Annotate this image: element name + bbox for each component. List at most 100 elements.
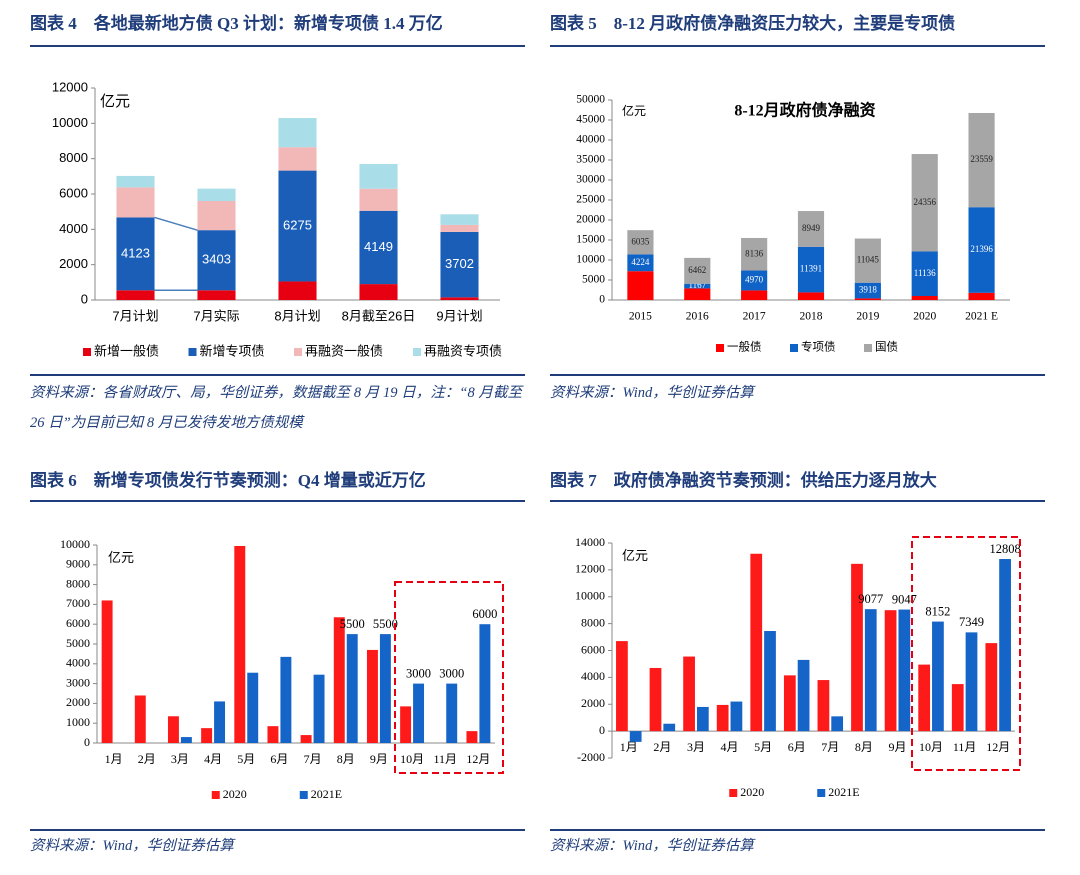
y-tick-label: 6000: [59, 185, 88, 200]
y-tick-label: 5000: [582, 274, 605, 286]
value-label: 9047: [892, 592, 917, 606]
y-tick-label: 8000: [59, 150, 88, 165]
bar-segment: [440, 224, 479, 232]
legend-swatch: [729, 789, 738, 797]
x-tick-label: 7月: [821, 740, 839, 754]
bar: [267, 726, 279, 743]
value-label: 3000: [439, 666, 464, 680]
bar-segment: [854, 282, 881, 299]
bar: [247, 672, 259, 743]
x-tick-label: 12月: [986, 740, 1010, 754]
y-tick-label: 0: [599, 294, 605, 306]
bar: [466, 731, 478, 743]
bar: [918, 664, 931, 732]
bar: [300, 735, 312, 743]
bar-segment: [278, 147, 317, 171]
bar: [999, 559, 1011, 732]
bar-segment: [911, 154, 938, 252]
x-tick-label: 10月: [919, 740, 943, 754]
bar: [313, 674, 325, 743]
rule: [550, 500, 1045, 502]
y-tick-label: 0: [84, 735, 90, 749]
y-tick-label: 25000: [576, 194, 605, 206]
legend-swatch: [299, 791, 308, 799]
y-tick-label: 3000: [66, 675, 90, 689]
value-label: 8136: [745, 248, 764, 258]
x-tick-label: 12月: [466, 752, 490, 766]
value-label: 6035: [631, 236, 650, 246]
y-tick-label: 4000: [581, 669, 605, 683]
legend-swatch: [864, 344, 872, 352]
x-tick-label: 7月: [304, 752, 322, 766]
x-tick-label: 3月: [687, 740, 705, 754]
value-label: 6462: [688, 265, 706, 275]
legend-label: 再融资专项债: [424, 343, 502, 358]
y-tick-label: 2000: [59, 256, 88, 271]
rule: [30, 45, 525, 47]
bar-segment: [116, 175, 155, 188]
bar-segment: [359, 163, 398, 189]
bar: [167, 716, 179, 743]
unit-label: 亿元: [108, 550, 134, 565]
y-tick-label: 2000: [581, 696, 605, 710]
x-tick-label: 11月: [953, 740, 977, 754]
bar: [446, 683, 458, 743]
bar: [783, 675, 796, 732]
unit-label: 亿元: [100, 93, 130, 110]
value-label: 5500: [373, 617, 398, 631]
bar: [898, 609, 911, 732]
y-tick-label: 10000: [576, 254, 605, 266]
highlight-box: [911, 536, 1021, 771]
bar-segment: [684, 288, 711, 300]
caption: 图表 6 新增专项债发行节奏预测：Q4 增量或近万亿: [30, 471, 426, 490]
highlight-box: [394, 581, 504, 774]
rule: [30, 374, 525, 376]
bar: [663, 723, 676, 732]
x-tick-label: 9月: [370, 752, 388, 766]
bar: [696, 706, 709, 732]
bar: [716, 704, 729, 732]
legend-swatch: [188, 348, 197, 356]
y-tick-label: 1000: [66, 715, 90, 729]
bar-segment: [797, 211, 825, 247]
x-tick-label: 2016: [686, 311, 709, 323]
bar: [985, 643, 998, 732]
y-tick-label: 12000: [575, 562, 605, 576]
bar: [180, 737, 192, 743]
legend-label: 再融资一般债: [305, 343, 383, 358]
x-tick-label: 7月实际: [193, 308, 239, 323]
bar-segment: [197, 201, 236, 231]
value-label: 12808: [989, 542, 1020, 556]
value-label: 6000: [472, 607, 497, 621]
value-label: 3702: [445, 256, 474, 271]
bar-segment: [359, 284, 398, 300]
x-tick-label: 9月: [888, 740, 906, 754]
bar: [649, 667, 662, 732]
x-tick-label: 10月: [400, 752, 424, 766]
bar: [629, 731, 642, 742]
x-tick-label: 2月: [653, 740, 671, 754]
bar: [616, 641, 628, 732]
source: 资料来源：各省财政厅、局，华创证券，数据截至 8 月 19 日，注：“8 月截至…: [30, 385, 522, 431]
bar-segment: [968, 292, 995, 300]
bar-segment: [197, 290, 236, 300]
bar-segment: [854, 298, 881, 300]
bar: [932, 621, 944, 732]
bar: [101, 600, 113, 743]
legend-label: 2021E: [828, 785, 859, 799]
panel: 图表 4 各地最新地方债 Q3 计划：新增专项债 1.4 万亿 0 2000 400…: [30, 10, 525, 440]
value-label: 21396: [970, 244, 993, 254]
chart: -2000 0 2000 4000 6000 8000 10000 12000 14000 亿元 1…: [575, 535, 1021, 799]
bar: [280, 656, 292, 743]
bar: [884, 610, 897, 732]
x-tick-label: 2020: [913, 311, 936, 323]
value-label: 11391: [800, 264, 822, 274]
legend-swatch: [83, 348, 91, 356]
value-label: 8949: [802, 223, 821, 233]
bar: [479, 624, 491, 743]
bar: [400, 706, 412, 743]
bar: [797, 659, 810, 732]
bar: [750, 553, 763, 732]
bar: [965, 632, 978, 732]
bar-segment: [116, 290, 155, 300]
